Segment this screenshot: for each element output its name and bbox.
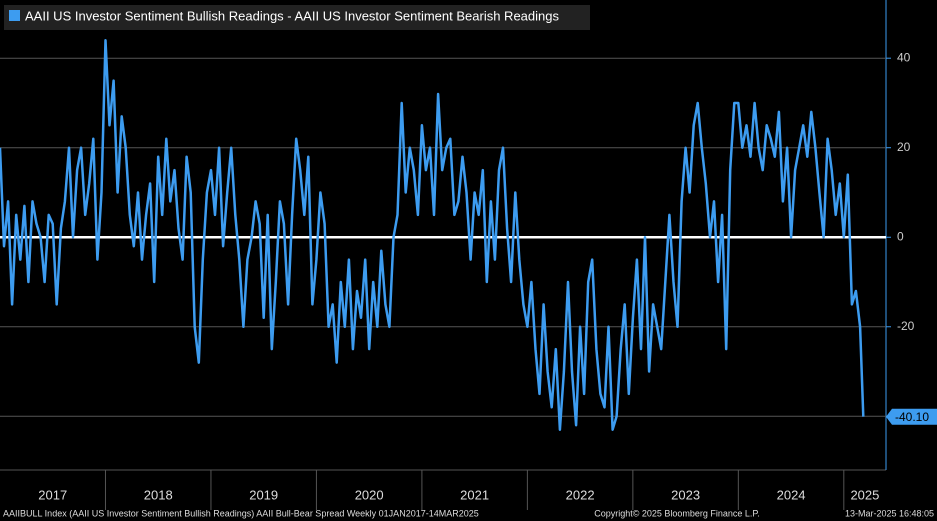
- legend-swatch: [9, 10, 20, 21]
- x-tick-label: 2019: [249, 487, 278, 502]
- legend-box: [4, 5, 590, 30]
- y-tick-label: 0: [897, 229, 904, 243]
- last-value-box: [886, 408, 937, 425]
- legend-label: AAII US Investor Sentiment Bullish Readi…: [25, 8, 559, 23]
- x-tick-label: 2025: [850, 487, 879, 502]
- x-tick-label: 2017: [38, 487, 67, 502]
- last-value-label: -40.10: [895, 410, 929, 424]
- x-tick-label: 2020: [355, 487, 384, 502]
- y-tick-label: 20: [897, 140, 911, 154]
- y-tick-label: -20: [897, 319, 915, 333]
- x-tick-label: 2022: [566, 487, 595, 502]
- x-tick-label: 2024: [777, 487, 806, 502]
- y-tick-label: 40: [897, 50, 911, 64]
- x-tick-label: 2018: [144, 487, 173, 502]
- footer-right: 13-Mar-2025 16:48:05: [845, 508, 934, 518]
- footer-left: AAIIBULL Index (AAII US Investor Sentime…: [3, 508, 479, 518]
- data-line: [0, 39, 865, 431]
- footer-center: Copyright© 2025 Bloomberg Finance L.P.: [594, 508, 760, 518]
- x-tick-label: 2021: [460, 487, 489, 502]
- x-tick-label: 2023: [671, 487, 700, 502]
